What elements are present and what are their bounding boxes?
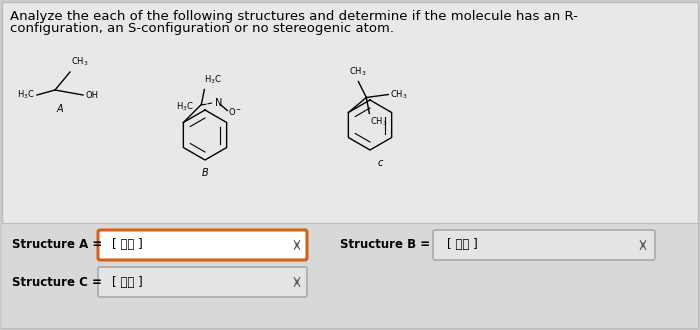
- FancyBboxPatch shape: [98, 230, 307, 260]
- Text: [ 선택 ]: [ 선택 ]: [112, 276, 143, 288]
- Text: OH: OH: [85, 90, 98, 100]
- Text: CH$_3$: CH$_3$: [349, 66, 366, 79]
- Text: B: B: [202, 168, 209, 178]
- Text: H$_3$C: H$_3$C: [18, 89, 35, 101]
- Text: Structure B =: Structure B =: [340, 239, 430, 251]
- Text: CH$_3$: CH$_3$: [370, 115, 388, 128]
- Text: H$_3$C: H$_3$C: [176, 100, 193, 113]
- Text: configuration, an S-configuration or no stereogenic atom.: configuration, an S-configuration or no …: [10, 22, 394, 35]
- Text: c: c: [377, 158, 383, 168]
- Text: Analyze the each of the following structures and determine if the molecule has a: Analyze the each of the following struct…: [10, 10, 578, 23]
- Text: H$_3$C: H$_3$C: [204, 74, 222, 86]
- Text: [ 선택 ]: [ 선택 ]: [447, 239, 477, 251]
- Text: [ 선택 ]: [ 선택 ]: [112, 239, 143, 251]
- Text: O$^-$: O$^-$: [228, 106, 242, 117]
- FancyBboxPatch shape: [98, 267, 307, 297]
- Text: A: A: [57, 104, 63, 114]
- Text: CH$_3$: CH$_3$: [391, 88, 408, 101]
- Text: CH$_3$: CH$_3$: [71, 55, 88, 68]
- FancyBboxPatch shape: [2, 223, 698, 328]
- Text: Structure A =: Structure A =: [12, 239, 102, 251]
- Text: Structure C =: Structure C =: [12, 276, 102, 288]
- FancyBboxPatch shape: [433, 230, 655, 260]
- Text: N: N: [216, 97, 223, 108]
